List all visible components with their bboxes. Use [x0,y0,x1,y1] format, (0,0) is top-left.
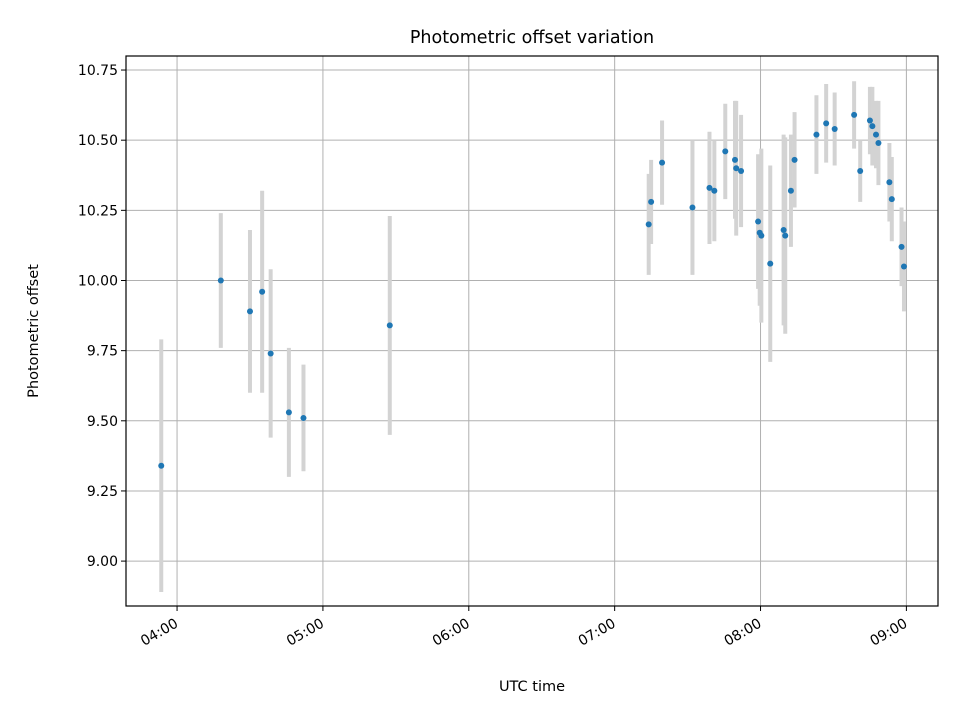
y-tick-label: 9.00 [87,554,118,570]
data-point [851,111,858,118]
y-tick-label: 9.75 [87,344,118,360]
data-point [217,277,224,284]
data-point [732,156,738,163]
y-tick-label: 10.75 [78,63,118,79]
data-point [813,131,820,138]
data-point [246,308,253,315]
data-point [823,120,830,127]
data-point [659,159,666,166]
data-point [706,184,713,191]
data-point [648,198,655,205]
data-point [787,187,794,194]
y-tick-label: 10.00 [78,273,118,289]
data-point [755,218,762,225]
data-point [767,260,774,267]
data-point [738,168,745,175]
data-point [758,232,765,239]
data-point [285,409,292,416]
data-point [711,187,718,194]
data-point [259,288,266,295]
data-points [158,111,907,469]
y-axis-label: Photometric offset [26,264,42,398]
chart-title: Photometric offset variation [410,28,654,48]
data-point [733,165,740,172]
y-tick-label: 9.50 [87,414,118,430]
data-point [831,125,838,132]
x-axis-label: UTC time [499,679,565,695]
data-point [267,350,274,357]
y-tick-label: 10.25 [78,203,118,219]
data-point [886,179,893,186]
data-point [869,123,876,130]
data-point [875,139,882,146]
y-tick-label: 10.50 [78,133,118,149]
data-point [791,156,798,163]
axes-frame [125,55,939,607]
data-point [900,263,907,270]
data-point [722,148,729,155]
grid-lines [126,56,938,606]
data-point [898,243,905,250]
y-tick-label: 9.25 [87,484,118,500]
data-point [866,117,873,124]
data-point [873,131,880,138]
data-point [300,414,307,421]
data-point [158,462,165,469]
data-point [645,221,652,228]
data-point [689,204,696,211]
data-point [782,232,789,239]
data-point [888,196,895,203]
data-point [386,322,393,329]
data-point [857,168,864,175]
data-point [780,226,787,233]
